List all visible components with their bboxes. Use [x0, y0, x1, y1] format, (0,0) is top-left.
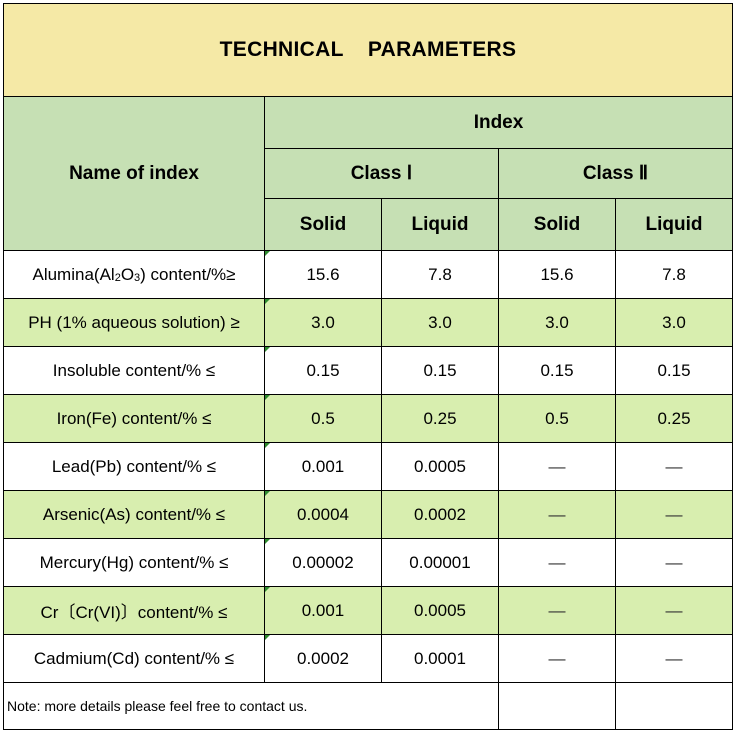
value-cell: 0.0005: [381, 442, 499, 491]
table-row: Lead(Pb) content/% ≤ 0.001 0.0005 — —: [3, 442, 733, 491]
title-part-1: TECHNICAL: [219, 38, 344, 61]
row-name-arsenic: Arsenic(As) content/% ≤: [3, 490, 265, 539]
table-row: Cr〔Cr(VI)〕content/% ≤ 0.001 0.0005 — —: [3, 586, 733, 635]
header-class2-solid: Solid: [498, 198, 616, 251]
value-cell: —: [615, 490, 733, 539]
header-index: Index: [264, 96, 733, 149]
value-cell: 0.15: [498, 346, 616, 395]
header-class2-liquid: Liquid: [615, 198, 733, 251]
header-class1-solid: Solid: [264, 198, 382, 251]
header-class-1: Class Ⅰ: [264, 148, 499, 199]
table-row: Cadmium(Cd) content/% ≤ 0.0002 0.0001 — …: [3, 634, 733, 683]
value-cell: 0.25: [381, 394, 499, 443]
footnote: Note: more details please feel free to c…: [3, 682, 499, 730]
value-cell: 0.5: [498, 394, 616, 443]
row-name-insoluble: Insoluble content/% ≤: [3, 346, 265, 395]
value-cell: 0.00001: [381, 538, 499, 587]
value-cell: —: [498, 442, 616, 491]
table-title: TECHNICAL PARAMETERS: [3, 3, 733, 97]
value-cell: —: [615, 634, 733, 683]
value-cell: —: [498, 634, 616, 683]
value-cell: 7.8: [381, 250, 499, 299]
value-cell: —: [498, 490, 616, 539]
row-name-lead: Lead(Pb) content/% ≤: [3, 442, 265, 491]
value-cell: 0.0004: [264, 490, 382, 539]
empty-cell: [615, 682, 733, 730]
table-row: Iron(Fe) content/% ≤ 0.5 0.25 0.5 0.25: [3, 394, 733, 443]
row-name-ph: PH (1% aqueous solution) ≥: [3, 298, 265, 347]
table-row: PH (1% aqueous solution) ≥ 3.0 3.0 3.0 3…: [3, 298, 733, 347]
value-cell: —: [615, 538, 733, 587]
value-cell: 3.0: [498, 298, 616, 347]
row-name-mercury: Mercury(Hg) content/% ≤: [3, 538, 265, 587]
row-name-cadmium: Cadmium(Cd) content/% ≤: [3, 634, 265, 683]
value-cell: 3.0: [264, 298, 382, 347]
table-row: Insoluble content/% ≤ 0.15 0.15 0.15 0.1…: [3, 346, 733, 395]
table-row: Mercury(Hg) content/% ≤ 0.00002 0.00001 …: [3, 538, 733, 587]
table-row: Arsenic(As) content/% ≤ 0.0004 0.0002 — …: [3, 490, 733, 539]
header-name-of-index: Name of index: [3, 96, 265, 251]
value-cell: 0.0001: [381, 634, 499, 683]
header-class-2: Class Ⅱ: [498, 148, 733, 199]
value-cell: 0.15: [381, 346, 499, 395]
value-cell: 15.6: [264, 250, 382, 299]
value-cell: 3.0: [381, 298, 499, 347]
value-cell: 0.15: [615, 346, 733, 395]
value-cell: —: [615, 586, 733, 635]
table-row: Alumina(Al2O3) content/%≥ 15.6 7.8 15.6 …: [3, 250, 733, 299]
row-name-chromium: Cr〔Cr(VI)〕content/% ≤: [3, 586, 265, 635]
parameters-table: TECHNICAL PARAMETERS Name of index Index…: [3, 3, 733, 730]
value-cell: —: [615, 442, 733, 491]
value-cell: 0.0002: [381, 490, 499, 539]
title-part-2: PARAMETERS: [367, 38, 517, 61]
value-cell: 0.001: [264, 586, 382, 635]
value-cell: 0.00002: [264, 538, 382, 587]
value-cell: —: [498, 586, 616, 635]
value-cell: 0.001: [264, 442, 382, 491]
row-name-iron: Iron(Fe) content/% ≤: [3, 394, 265, 443]
value-cell: 0.5: [264, 394, 382, 443]
value-cell: 0.0005: [381, 586, 499, 635]
value-cell: —: [498, 538, 616, 587]
value-cell: 15.6: [498, 250, 616, 299]
value-cell: 0.0002: [264, 634, 382, 683]
value-cell: 0.25: [615, 394, 733, 443]
header-class1-liquid: Liquid: [381, 198, 499, 251]
value-cell: 7.8: [615, 250, 733, 299]
empty-cell: [498, 682, 616, 730]
value-cell: 3.0: [615, 298, 733, 347]
value-cell: 0.15: [264, 346, 382, 395]
row-name-alumina: Alumina(Al2O3) content/%≥: [3, 250, 265, 299]
